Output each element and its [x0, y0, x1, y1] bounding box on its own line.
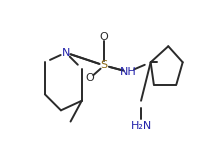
Text: N: N: [61, 48, 70, 58]
Text: S: S: [101, 60, 108, 70]
Text: O: O: [100, 32, 109, 42]
Text: NH: NH: [120, 67, 137, 77]
Text: H₂N: H₂N: [130, 121, 152, 131]
Text: O: O: [85, 73, 94, 83]
